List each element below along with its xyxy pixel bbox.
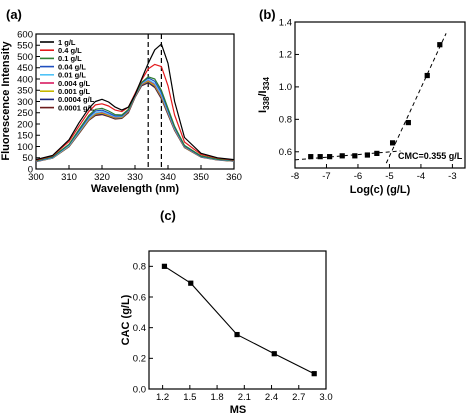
- chart-c-point: [311, 371, 317, 377]
- chart-c-xlabel: MS: [230, 404, 247, 416]
- chart-a-xtick-label: 360: [226, 172, 242, 183]
- chart-a-ytick-label: 100: [17, 142, 33, 153]
- chart-b-ylabel: I338/I334: [257, 77, 271, 113]
- chart-b-xtick-label: -3: [448, 171, 456, 182]
- chart-b-ytick-label: 1.0: [279, 82, 292, 93]
- chart-a-legend-label: 0.0001 g/L: [58, 103, 95, 112]
- chart-c-ytick-label: 0.4: [133, 323, 146, 334]
- chart-a-series-line: [35, 43, 235, 161]
- chart-c-ylabel: CAC (g/L): [120, 294, 132, 345]
- chart-b-ytick-label: 1.2: [279, 50, 292, 61]
- chart-a-xtick-label: 350: [193, 172, 209, 183]
- chart-a-legend-label: 0.0004 g/L: [58, 95, 95, 104]
- chart-c-point: [234, 331, 240, 338]
- chart-b-xtick-label: -4: [417, 171, 425, 182]
- chart-c-ytick-label: 0.0: [133, 384, 146, 395]
- chart-b-point: [308, 154, 314, 160]
- chart-a: 300 310 320 330 340 350 3600501001502002503003…: [0, 29, 242, 195]
- chart-a-legend: 1 g/L0.4 g/L0.1 g/L0.04 g/L0.01 g/L0.004…: [40, 38, 95, 112]
- chart-c-xtick-label: 3.0: [319, 392, 332, 403]
- chart-b-point: [374, 150, 380, 156]
- chart-b-ytick-label: 0.8: [279, 115, 292, 126]
- chart-c-xtick-label: 1.8: [210, 392, 223, 403]
- chart-b-point: [317, 154, 323, 160]
- chart-b-point: [424, 72, 430, 79]
- chart-a-ytick-label: 300: [17, 97, 33, 108]
- chart-c-xtick-label: 2.7: [292, 392, 305, 403]
- chart-c-xtick-label: 1.2: [156, 392, 169, 403]
- panel-label-b: (b): [259, 7, 276, 22]
- chart-a-legend-label: 0.1 g/L: [58, 54, 82, 63]
- panel-label-c: (c): [160, 208, 176, 223]
- chart-a-ytick-label: 150: [17, 131, 33, 142]
- chart-c-ytick-label: 0.8: [133, 262, 146, 273]
- chart-a-xtick-label: 320: [94, 172, 110, 183]
- chart-a-ytick-label: 400: [17, 74, 33, 85]
- chart-a-ytick-label: 200: [17, 119, 33, 130]
- chart-c-point: [161, 263, 168, 269]
- chart-a-xlabel: Wavelength (nm): [91, 183, 180, 195]
- chart-c-ytick-label: 0.6: [133, 292, 146, 303]
- panel-label-a: (a): [6, 7, 22, 22]
- chart-a-xtick-label: 300: [28, 172, 44, 183]
- chart-a-legend-label: 0.01 g/L: [58, 71, 86, 80]
- chart-c-frame: [148, 250, 327, 390]
- chart-b-point: [327, 154, 333, 160]
- chart-b-ytick-label: 0.6: [279, 147, 292, 158]
- chart-a-legend-label: 0.001 g/L: [58, 87, 91, 96]
- chart-a-ytick-label: 450: [17, 63, 33, 74]
- chart-b-point: [405, 119, 411, 126]
- chart-b-point: [437, 42, 443, 48]
- chart-b-xtick-label: -5: [385, 171, 393, 182]
- chart-a-ytick-label: 350: [17, 86, 33, 97]
- chart-b-annotation: CMC=0.355 g/L: [398, 151, 463, 161]
- chart-b-xtick-label: -8: [291, 171, 299, 182]
- chart-a-ytick-label: 550: [17, 41, 33, 52]
- chart-b-fit-line: [385, 33, 447, 164]
- chart-a-legend-label: 1 g/L: [58, 38, 76, 47]
- chart-b-xtick-label: -6: [354, 171, 362, 182]
- chart-a-xtick-label: 330: [127, 172, 143, 183]
- chart-a-ytick-label: 600: [17, 29, 33, 40]
- chart-a-xtick-label: 340: [160, 172, 176, 183]
- chart-a-ylabel: Fluorescence Intensity: [0, 41, 12, 161]
- chart-a-ytick-label: 500: [17, 52, 33, 63]
- chart-a-legend-label: 0.04 g/L: [58, 62, 86, 71]
- chart-b-xlabel: Log(c) (g/L): [350, 184, 411, 196]
- chart-a-xtick-label: 310: [61, 172, 77, 183]
- chart-c-series-line: [164, 265, 315, 375]
- chart-b-xtick-label: -7: [322, 171, 330, 182]
- chart-a-legend-label: 0.004 g/L: [58, 79, 91, 88]
- chart-b-frame: [294, 21, 466, 169]
- chart-c-point: [271, 351, 277, 357]
- chart-c-xtick-label: 2.1: [238, 392, 251, 403]
- chart-b-point: [364, 152, 371, 158]
- chart-b-point: [389, 140, 396, 146]
- chart-c-xtick-label: 1.5: [183, 392, 196, 403]
- chart-c: 1.2 1.5 1.8 2.1 2.4 2.7 3.00.00.20.40.60.8 MS …: [120, 250, 333, 416]
- chart-a-ytick-label: 0: [28, 164, 33, 175]
- chart-b-ytick-label: 1.4: [279, 17, 292, 28]
- chart-c-ytick-label: 0.2: [133, 354, 146, 365]
- chart-a-ytick-label: 50: [22, 153, 33, 164]
- chart-c-point: [188, 280, 194, 286]
- svg-text:I338/I334: I338/I334: [257, 77, 271, 113]
- chart-a-ytick-label: 250: [17, 108, 33, 119]
- chart-c-xtick-label: 2.4: [265, 392, 278, 403]
- chart-b-point: [352, 153, 358, 159]
- chart-b: -8 -7 -6 -5 -4 -3 0.6 0.8 1.0 1.2 1.4 Log(c) (g/L)…: [257, 17, 466, 196]
- chart-a-legend-label: 0.4 g/L: [58, 46, 82, 55]
- chart-b-point: [339, 153, 345, 159]
